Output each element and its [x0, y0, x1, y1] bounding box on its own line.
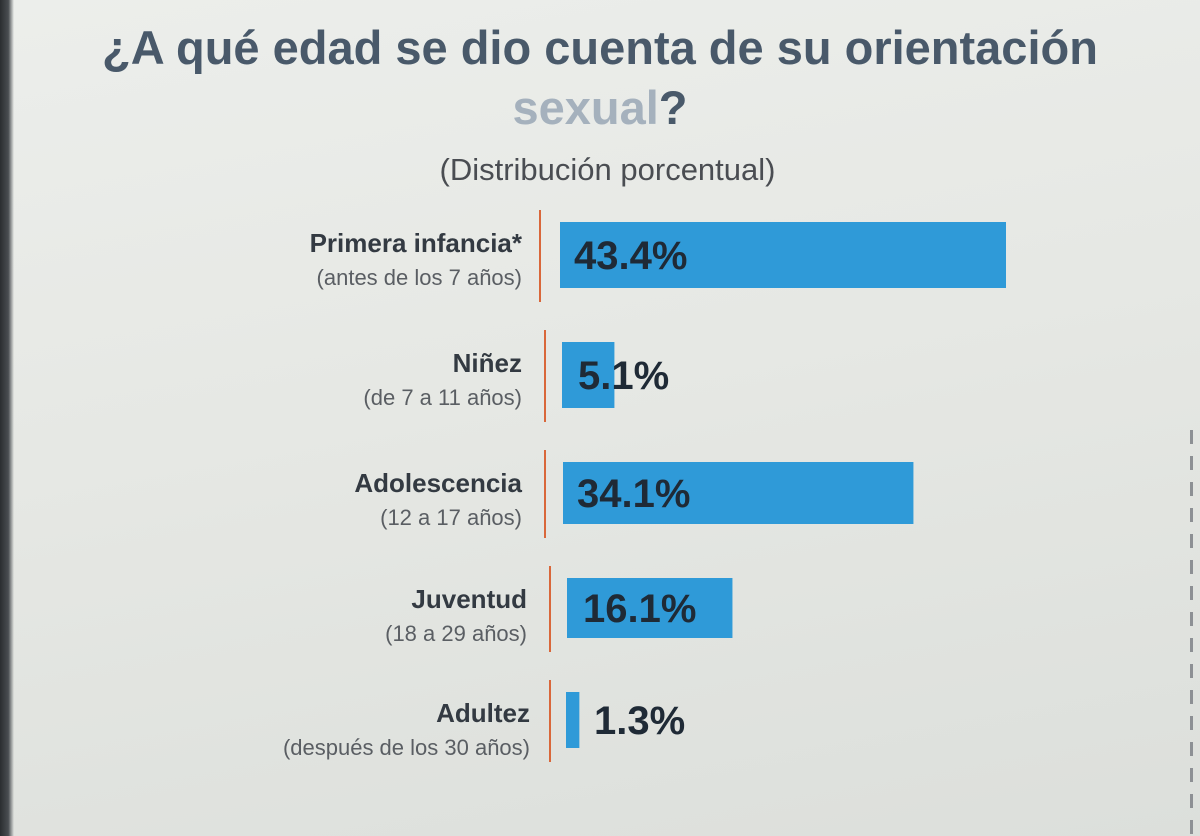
- category-sublabel: (12 a 17 años): [380, 505, 522, 530]
- bar-row: Primera infancia* (antes de los 7 años) 43…: [310, 222, 1006, 290]
- bar: [567, 578, 733, 638]
- category-label: Juventud: [411, 584, 527, 614]
- value-label: 1.3%: [594, 699, 685, 743]
- chart-title-main: ¿A qué edad se dio cuenta de su orientac…: [102, 21, 1098, 74]
- category-sublabel: (de 7 a 11 años): [363, 385, 522, 410]
- category-sublabel: (18 a 29 años): [385, 621, 527, 646]
- chart-title: ¿A qué edad se dio cuenta de su orientac…: [0, 18, 1200, 138]
- category-label: Adultez: [436, 698, 530, 728]
- category-label: Primera infancia*: [310, 228, 523, 258]
- bar: [566, 692, 580, 748]
- bar-row: Adultez (después de los 30 años) 1.3%: [283, 692, 685, 760]
- bar-row: Adolescencia (12 a 17 años) 34.1%: [354, 462, 914, 530]
- bar: [562, 342, 615, 408]
- category-sublabel: (antes de los 7 años): [317, 265, 522, 290]
- monitor-bezel-left: [0, 0, 14, 836]
- category-label: Niñez: [453, 348, 522, 378]
- chart-subtitle: (Distribución porcentual): [439, 152, 776, 187]
- category-sublabel: (después de los 30 años): [283, 735, 530, 760]
- monitor-bezel-right: [1180, 420, 1200, 836]
- category-label: Adolescencia: [354, 468, 522, 498]
- bar-row: Juventud (18 a 29 años) 16.1%: [385, 578, 733, 646]
- chart-title-question-mark: ?: [658, 81, 688, 134]
- chart-title-faded-word: sexual: [512, 81, 659, 134]
- value-label: 34.1%: [577, 472, 690, 516]
- chart-title-line2: sexual?: [0, 78, 1200, 138]
- bar: [563, 462, 914, 524]
- value-label: 16.1%: [583, 587, 696, 631]
- bar-row: Niñez (de 7 a 11 años) 5.1%: [363, 342, 669, 410]
- value-label: 5.1%: [578, 354, 669, 398]
- value-label: 43.4%: [574, 234, 687, 278]
- bar: [560, 222, 1006, 288]
